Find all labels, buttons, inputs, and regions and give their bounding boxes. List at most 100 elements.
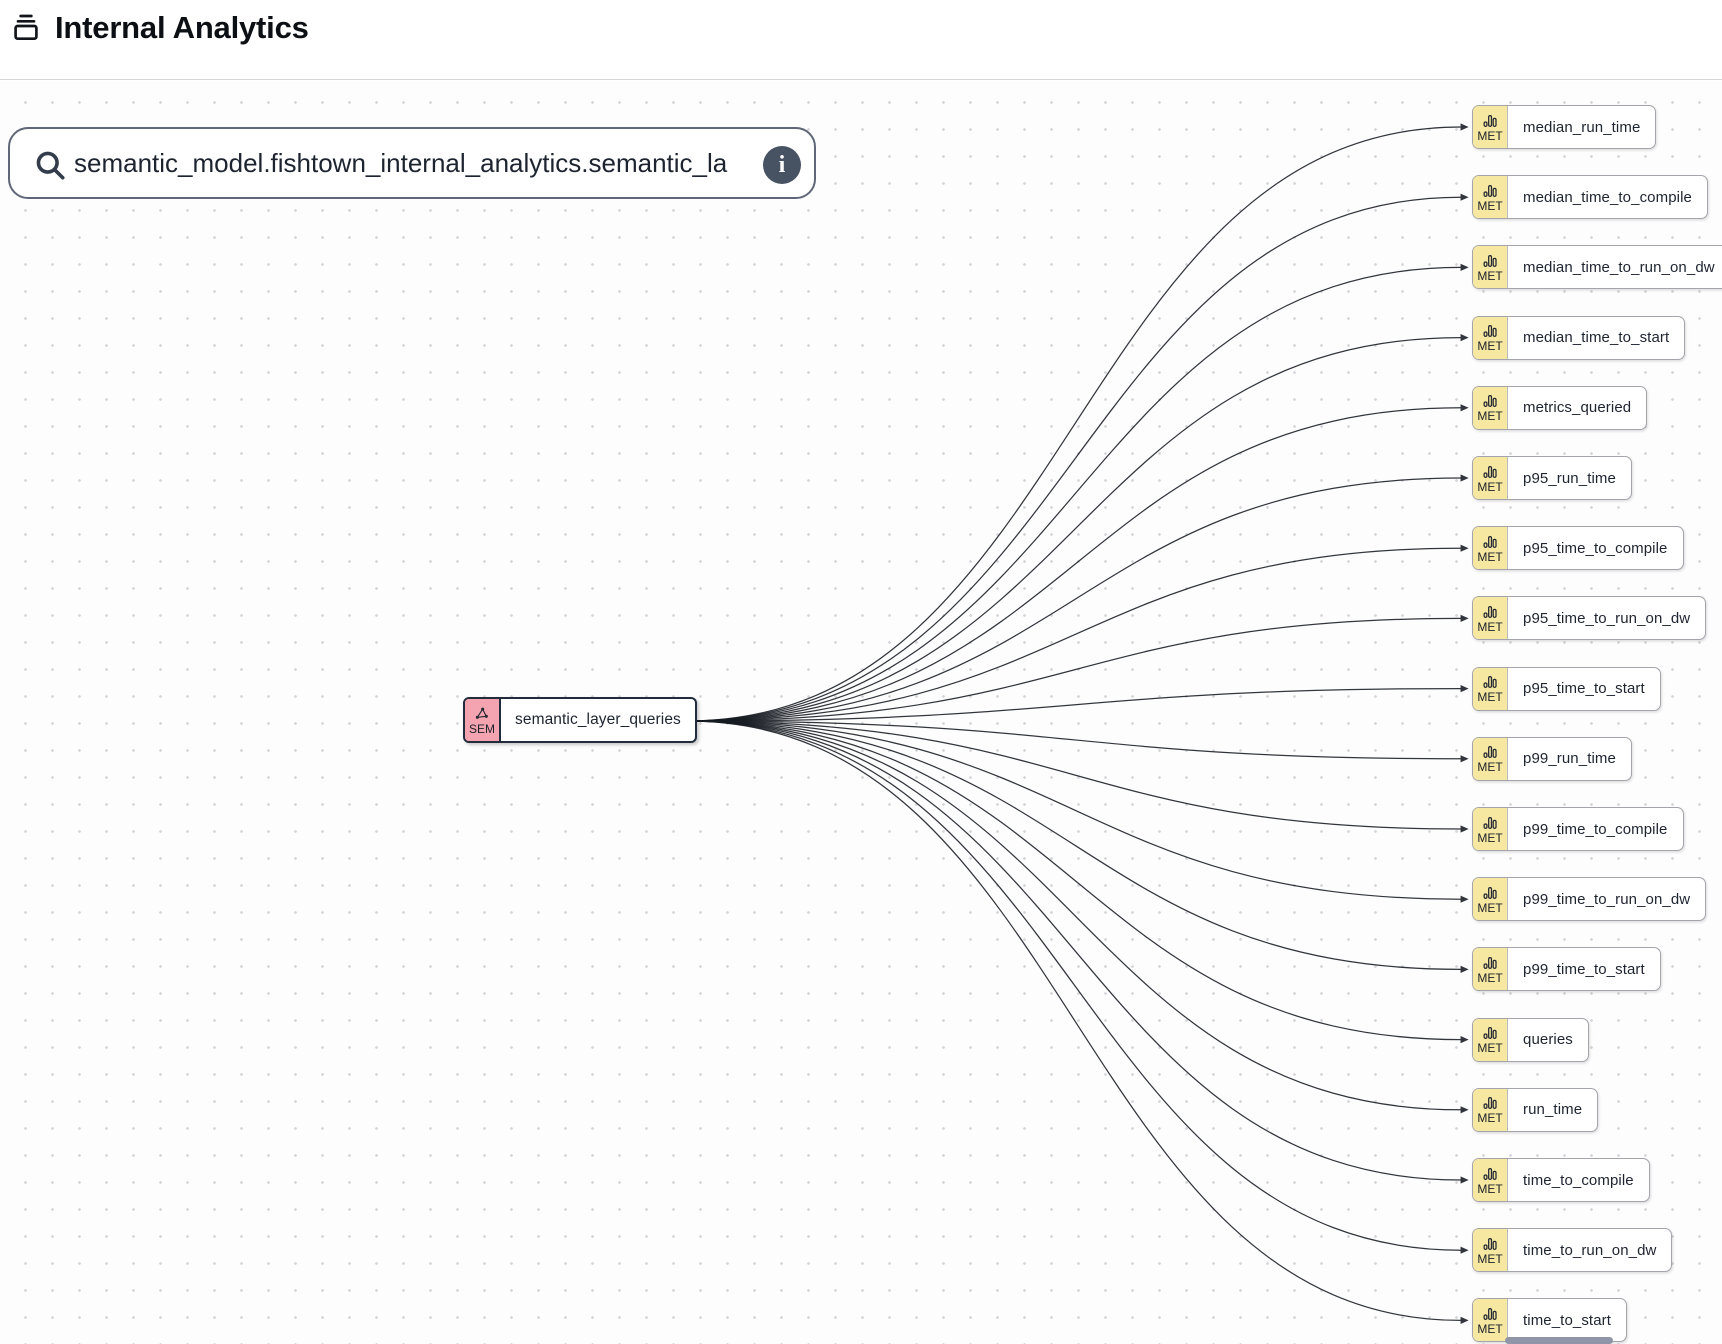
metric-type-label: MET: [1477, 1251, 1503, 1266]
share-network-icon: [475, 707, 488, 719]
metric-type-label: MET: [1477, 1321, 1503, 1336]
bar-chart-icon: [1483, 184, 1497, 197]
metric-node-label: queries: [1523, 1031, 1573, 1049]
metric-type-label: MET: [1477, 690, 1503, 705]
metric-node[interactable]: MET metrics_queried: [1472, 385, 1648, 430]
database-stack-icon: [14, 14, 38, 40]
metric-type-badge: MET: [1473, 737, 1508, 780]
metric-type-badge: MET: [1473, 808, 1508, 850]
metric-node-label: median_time_to_compile: [1523, 188, 1692, 206]
bar-chart-icon: [1483, 254, 1497, 267]
metric-node-label: median_time_to_run_on_dw: [1523, 258, 1715, 276]
bar-chart-icon: [1483, 1237, 1497, 1250]
metric-node-label: time_to_run_on_dw: [1523, 1241, 1657, 1259]
page-title: Internal Analytics: [55, 10, 309, 45]
bar-chart-icon: [1483, 676, 1497, 689]
metric-node-label: p95_run_time: [1523, 469, 1616, 487]
semantic-model-node-label: semantic_layer_queries: [515, 711, 681, 728]
metric-type-label: MET: [1477, 549, 1503, 564]
metric-type-badge: MET: [1473, 246, 1508, 289]
metric-node-label: p99_time_to_start: [1523, 960, 1645, 978]
metric-node-label: median_time_to_start: [1523, 329, 1670, 347]
metric-type-label: MET: [1477, 479, 1503, 494]
metric-type-badge: MET: [1473, 1159, 1508, 1201]
bar-chart-icon: [1483, 956, 1497, 969]
metric-node-label: metrics_queried: [1523, 399, 1632, 417]
metric-node[interactable]: MET p99_time_to_compile: [1472, 807, 1684, 851]
metric-type-badge: MET: [1473, 106, 1508, 148]
metric-type-label: MET: [1477, 760, 1503, 775]
metric-node[interactable]: MET p95_time_to_compile: [1472, 526, 1684, 571]
metric-type-label: MET: [1477, 198, 1503, 213]
metric-type-badge: MET: [1473, 597, 1508, 640]
metric-type-badge: MET: [1473, 878, 1508, 921]
metric-type-badge: MET: [1473, 527, 1508, 570]
metric-node-label: p99_run_time: [1523, 750, 1616, 768]
bar-chart-icon: [1483, 605, 1497, 618]
metric-node[interactable]: MET p99_time_to_run_on_dw: [1472, 877, 1707, 922]
semantic-model-node[interactable]: SEM semantic_layer_queries: [463, 697, 697, 743]
metric-type-badge: MET: [1473, 316, 1508, 359]
metric-node[interactable]: MET median_time_to_run_on_dw: [1472, 245, 1722, 290]
metric-node[interactable]: MET queries: [1472, 1017, 1589, 1062]
metric-node[interactable]: MET p95_time_to_start: [1472, 666, 1661, 711]
bar-chart-icon: [1483, 746, 1497, 759]
header: Internal Analytics: [0, 0, 1722, 80]
metric-type-label: MET: [1477, 1111, 1503, 1126]
metric-type-badge: MET: [1473, 457, 1508, 499]
bar-chart-icon: [1483, 325, 1497, 338]
metric-type-label: MET: [1477, 1181, 1503, 1196]
metric-node[interactable]: MET time_to_run_on_dw: [1472, 1228, 1673, 1273]
metric-type-label: MET: [1477, 900, 1503, 915]
metric-node[interactable]: MET time_to_compile: [1472, 1158, 1650, 1202]
metric-node-label: time_to_start: [1523, 1311, 1612, 1329]
metric-node-label: p95_time_to_compile: [1523, 539, 1668, 557]
bar-chart-icon: [1483, 886, 1497, 899]
search-input[interactable]: [74, 147, 752, 179]
metric-node[interactable]: MET p99_time_to_start: [1472, 947, 1661, 992]
metric-node[interactable]: MET time_to_start: [1472, 1298, 1628, 1343]
metric-type-label: MET: [1477, 268, 1503, 283]
bar-chart-icon: [1483, 1167, 1497, 1180]
metric-type-badge: MET: [1473, 1299, 1508, 1342]
bar-chart-icon: [1483, 816, 1497, 829]
bar-chart-icon: [1483, 535, 1497, 548]
metric-type-badge: MET: [1473, 1018, 1508, 1061]
metric-node[interactable]: MET median_time_to_compile: [1472, 175, 1708, 220]
bar-chart-icon: [1483, 1097, 1497, 1110]
metric-node[interactable]: MET p95_run_time: [1472, 456, 1632, 500]
metric-node-label: p99_time_to_compile: [1523, 820, 1668, 838]
metric-node-label: run_time: [1523, 1101, 1583, 1119]
metric-node[interactable]: MET run_time: [1472, 1087, 1599, 1132]
metric-type-badge: MET: [1473, 948, 1508, 991]
metric-node-label: p95_time_to_run_on_dw: [1523, 609, 1691, 627]
metric-node-label: p99_time_to_run_on_dw: [1523, 890, 1691, 908]
metric-type-label: MET: [1477, 970, 1503, 985]
metric-node[interactable]: MET p95_time_to_run_on_dw: [1472, 596, 1707, 641]
metric-type-label: MET: [1477, 619, 1503, 634]
metric-node-label: time_to_compile: [1523, 1171, 1634, 1189]
search-icon: [36, 151, 65, 180]
bar-chart-icon: [1483, 1307, 1497, 1320]
horizontal-scrollbar-thumb[interactable]: [1505, 1337, 1613, 1344]
metric-type-label: MET: [1477, 409, 1503, 424]
lineage-canvas[interactable]: [0, 81, 1722, 1344]
metric-node[interactable]: MET median_time_to_start: [1472, 315, 1686, 360]
semantic-model-type-badge: SEM: [465, 699, 501, 741]
metric-type-label: MET: [1477, 1041, 1503, 1056]
search-bar: i: [8, 127, 816, 199]
metric-type-label: MET: [1477, 339, 1503, 354]
metric-type-badge: MET: [1473, 1088, 1508, 1131]
metric-type-label: MET: [1477, 830, 1503, 845]
metric-node-label: p95_time_to_start: [1523, 680, 1645, 698]
info-icon[interactable]: i: [763, 146, 801, 184]
bar-chart-icon: [1483, 395, 1497, 408]
bar-chart-icon: [1483, 1027, 1497, 1040]
metric-node-label: median_run_time: [1523, 118, 1641, 136]
metric-type-label: MET: [1477, 128, 1503, 143]
metric-node[interactable]: MET p99_run_time: [1472, 736, 1632, 781]
bar-chart-icon: [1483, 465, 1497, 478]
metric-type-badge: MET: [1473, 176, 1508, 219]
metric-node[interactable]: MET median_run_time: [1472, 105, 1657, 149]
